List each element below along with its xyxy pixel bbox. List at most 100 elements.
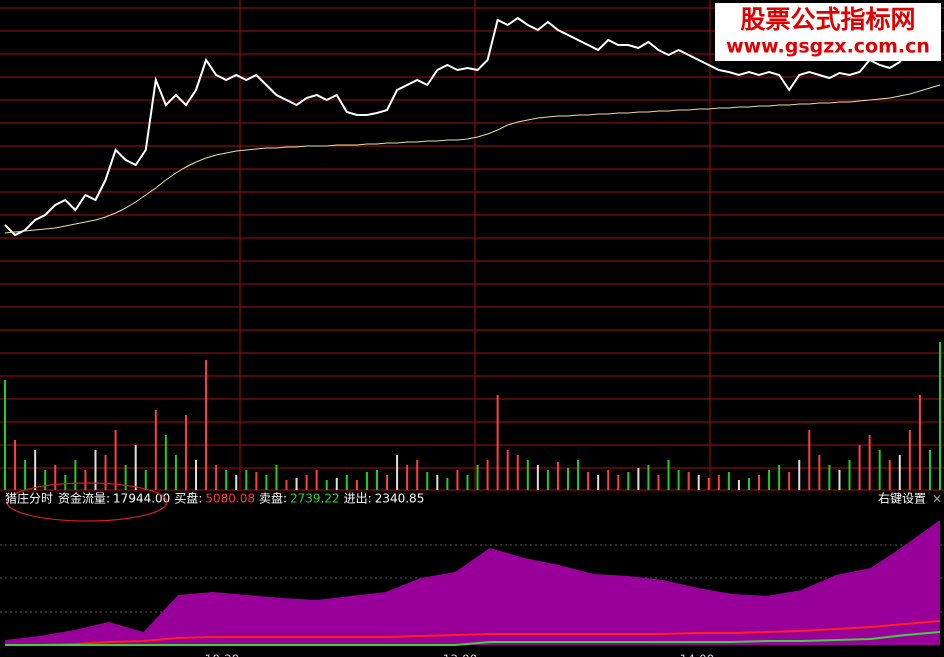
- volume-bar: [637, 468, 640, 490]
- watermark-title: 股票公式指标网: [740, 5, 915, 34]
- volume-bar: [386, 475, 389, 490]
- volume-bar: [617, 475, 620, 490]
- volume-bar: [546, 470, 549, 490]
- volume-bar: [215, 465, 218, 490]
- volume-bar: [124, 465, 127, 490]
- volume-bar: [305, 475, 308, 490]
- volume-bar: [255, 472, 258, 490]
- volume-bar: [647, 465, 650, 490]
- volume-bar: [174, 455, 177, 490]
- volume-bar: [556, 462, 559, 490]
- volume-bar: [918, 395, 921, 490]
- field-value: 5080.08: [205, 492, 255, 506]
- volume-bar: [516, 455, 519, 490]
- x-tick-label: 10:30: [205, 653, 240, 657]
- volume-bar: [446, 478, 449, 490]
- volume-bar: [24, 460, 27, 490]
- volume-bar: [868, 435, 871, 490]
- watermark-url: www.gsgzx.com.cn: [726, 36, 930, 58]
- volume-bar: [828, 465, 831, 490]
- volume-bar: [436, 475, 439, 490]
- volume-bar: [667, 460, 670, 490]
- watermark-box: [715, 3, 941, 61]
- volume-bar: [506, 450, 509, 490]
- volume-bar: [205, 360, 208, 490]
- volume-bar: [888, 460, 891, 490]
- volume-bar: [74, 460, 77, 490]
- settings[interactable]: 右键设置: [878, 491, 926, 506]
- field-label: 卖盘:: [259, 491, 287, 506]
- volume-bar: [345, 475, 348, 490]
- volume-bar: [84, 470, 87, 490]
- volume-bar: [778, 465, 781, 490]
- field-label: 资金流量:: [58, 491, 110, 506]
- volume-bar: [808, 430, 811, 490]
- volume-bar: [707, 478, 710, 490]
- volume-bar: [496, 395, 499, 490]
- volume-bar: [627, 472, 630, 490]
- volume-bar: [184, 415, 187, 490]
- volume-bar: [396, 455, 399, 490]
- volume-bar: [355, 480, 358, 490]
- indicator-name: 猎庄分时: [5, 491, 53, 506]
- volume-bar: [848, 460, 851, 490]
- close[interactable]: ×: [932, 492, 942, 506]
- marks: [4, 16, 941, 646]
- volume-bar: [838, 470, 841, 490]
- grid: [0, 0, 944, 613]
- volume-bar: [747, 478, 750, 490]
- volume-bar: [798, 460, 801, 490]
- field-label: 进出:: [344, 492, 372, 506]
- line-buy: [5, 620, 941, 646]
- volume-bar: [456, 470, 459, 490]
- field-value: 2739.22: [290, 492, 340, 506]
- volume-bar: [265, 475, 268, 490]
- volume-bar: [657, 475, 660, 490]
- volume-bar: [54, 465, 57, 490]
- volume-bar: [144, 470, 147, 490]
- volume-bar: [818, 455, 821, 490]
- volume-bar: [275, 465, 278, 490]
- volume-bar: [607, 470, 610, 490]
- volume-bar: [315, 470, 318, 490]
- volume-bar: [577, 460, 580, 490]
- volume-bar: [737, 480, 740, 490]
- volume-bar: [34, 450, 37, 490]
- volume-bar: [94, 450, 97, 490]
- volume-bar: [939, 342, 941, 490]
- volume-bar: [114, 430, 117, 490]
- volume-bar: [14, 440, 17, 490]
- volume-bar: [758, 475, 761, 490]
- volume-bar: [295, 478, 298, 490]
- volume-bar: [335, 478, 338, 490]
- line-average: [4, 84, 941, 234]
- volume-bar: [235, 475, 238, 490]
- highlight-ellipse: [6, 482, 168, 522]
- volume-bar: [104, 455, 107, 490]
- volume-bar: [898, 455, 901, 490]
- volume-bar: [416, 460, 419, 490]
- volume-bar: [567, 468, 570, 490]
- volume-bar: [406, 465, 409, 490]
- x-tick-label: 13:00: [443, 653, 478, 657]
- volume-bar: [536, 465, 539, 490]
- volume-bar: [727, 472, 730, 490]
- volume-bar: [64, 475, 67, 490]
- volume-bar: [365, 472, 368, 490]
- volume-bar: [486, 460, 489, 490]
- volume-bar: [195, 460, 198, 490]
- line-price: [4, 16, 941, 237]
- volume-bar: [597, 475, 600, 490]
- volume-bar: [4, 380, 6, 490]
- volume-bar: [587, 472, 590, 490]
- area-flow: [5, 520, 940, 645]
- volume-bar: [466, 475, 469, 490]
- volume-bar: [285, 480, 288, 490]
- volume-bar: [245, 470, 248, 490]
- volume-bar: [154, 410, 157, 490]
- volume-bar: [687, 472, 690, 490]
- volume-bar: [768, 470, 771, 490]
- volume-bar: [325, 480, 328, 490]
